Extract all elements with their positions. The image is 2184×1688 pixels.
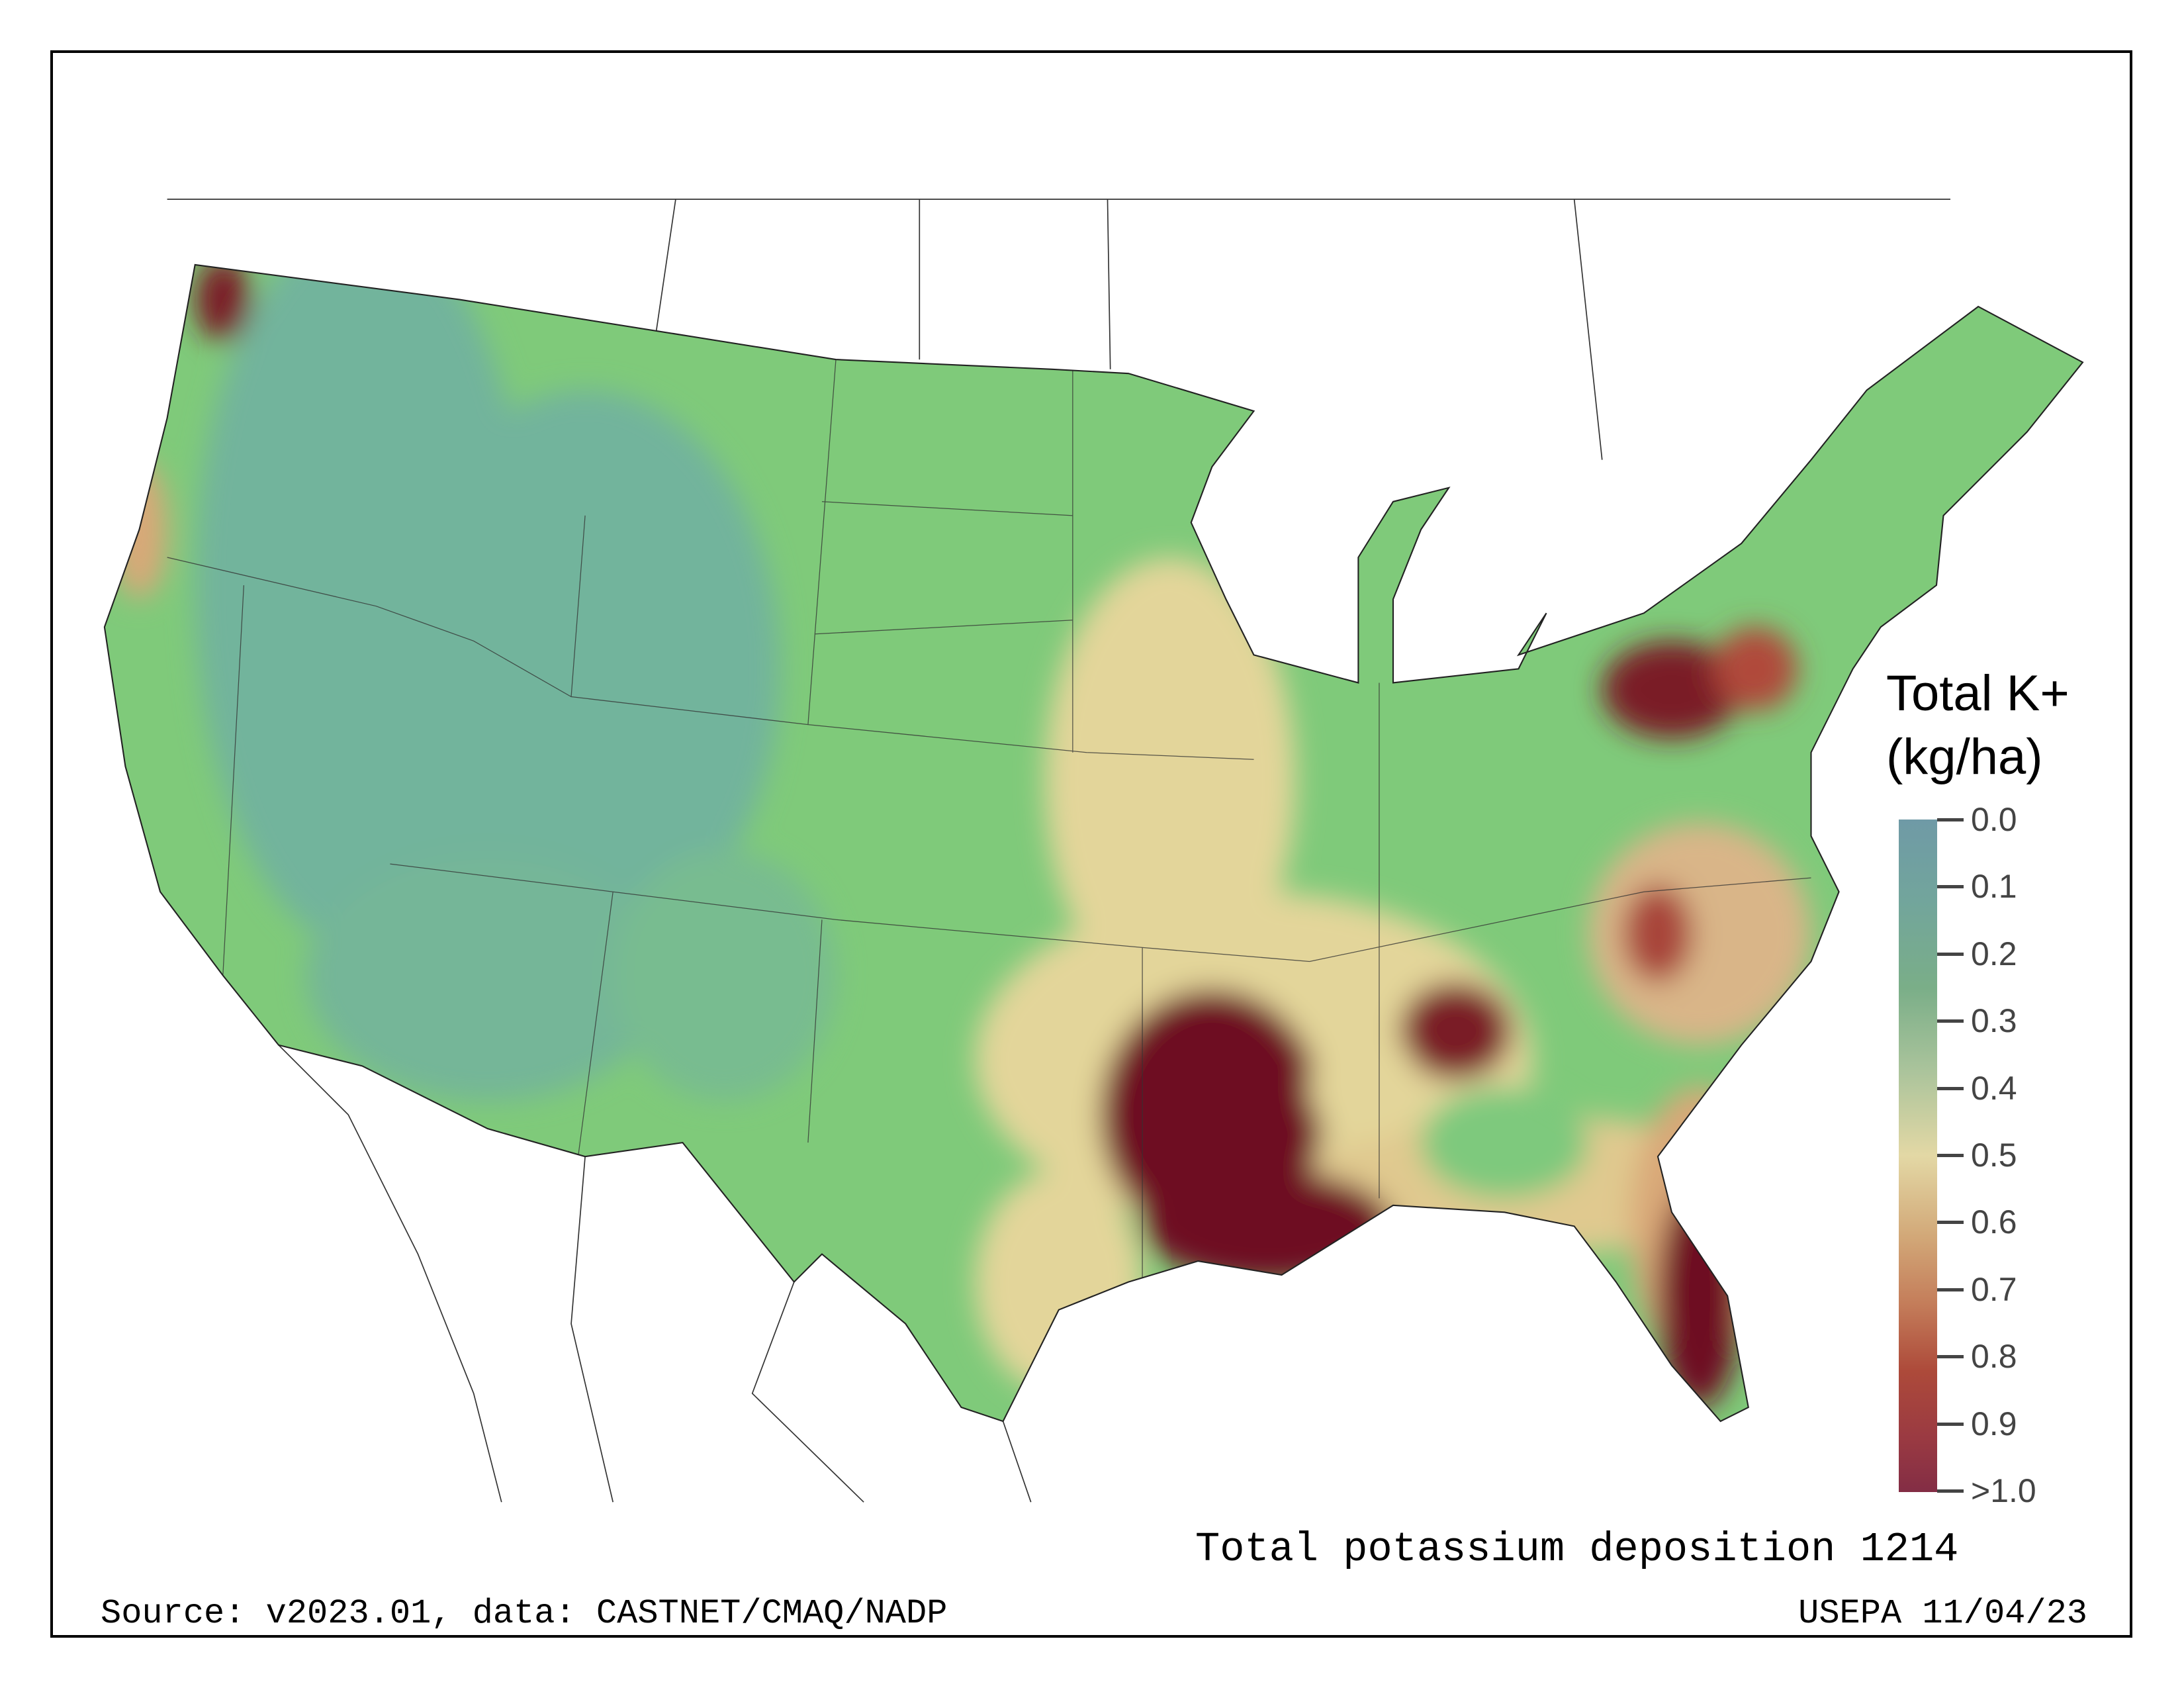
source-note: Source: v2023.01, data: CASTNET/CMAQ/NAD… xyxy=(101,1594,948,1633)
legend-tick-label: 0.1 xyxy=(1971,868,2017,906)
legend-tick-mark xyxy=(1937,1019,1964,1023)
canada-border xyxy=(167,199,1951,460)
legend-tick-mark xyxy=(1937,1489,1964,1493)
mexico-outline xyxy=(278,1045,1032,1503)
legend-tick-mark xyxy=(1937,1422,1964,1426)
legend-tick-label: 0.8 xyxy=(1971,1338,2017,1376)
map-frame xyxy=(50,50,2132,1638)
legend-tick-mark xyxy=(1937,1355,1964,1359)
deposition-field xyxy=(111,264,1811,1408)
legend-tick-mark xyxy=(1937,1154,1964,1157)
legend-tick-label: 0.9 xyxy=(1971,1405,2017,1442)
color-scale-bar xyxy=(1899,820,1937,1492)
legend-tick-label: 0.0 xyxy=(1971,801,2017,838)
state-borders xyxy=(167,359,1811,1282)
legend-tick-label: 0.7 xyxy=(1971,1270,2017,1308)
legend-tick-mark xyxy=(1937,952,1964,956)
map-title: Total potassium deposition 1214 xyxy=(1195,1526,1959,1573)
legend-tick-label: 0.2 xyxy=(1971,935,2017,972)
legend-tick-mark xyxy=(1937,1221,1964,1225)
legend-tick-mark xyxy=(1937,1288,1964,1291)
legend-tick-label: >1.0 xyxy=(1971,1472,2036,1509)
legend-tick-label: 0.4 xyxy=(1971,1069,2017,1107)
legend-title-line2: (kg/ha) xyxy=(1886,729,2043,785)
legend-tick-label: 0.5 xyxy=(1971,1137,2017,1174)
legend-tick-mark xyxy=(1937,1086,1964,1090)
legend-title-line1: Total K+ xyxy=(1886,665,2070,722)
legend-tick-mark xyxy=(1937,885,1964,889)
legend-tick-mark xyxy=(1937,818,1964,821)
legend-tick-label: 0.3 xyxy=(1971,1002,2017,1040)
agency-date: USEPA 11/04/23 xyxy=(1798,1594,2087,1633)
legend-tick-label: 0.6 xyxy=(1971,1203,2017,1241)
legend-title: Total K+ (kg/ha) xyxy=(1886,662,2070,789)
